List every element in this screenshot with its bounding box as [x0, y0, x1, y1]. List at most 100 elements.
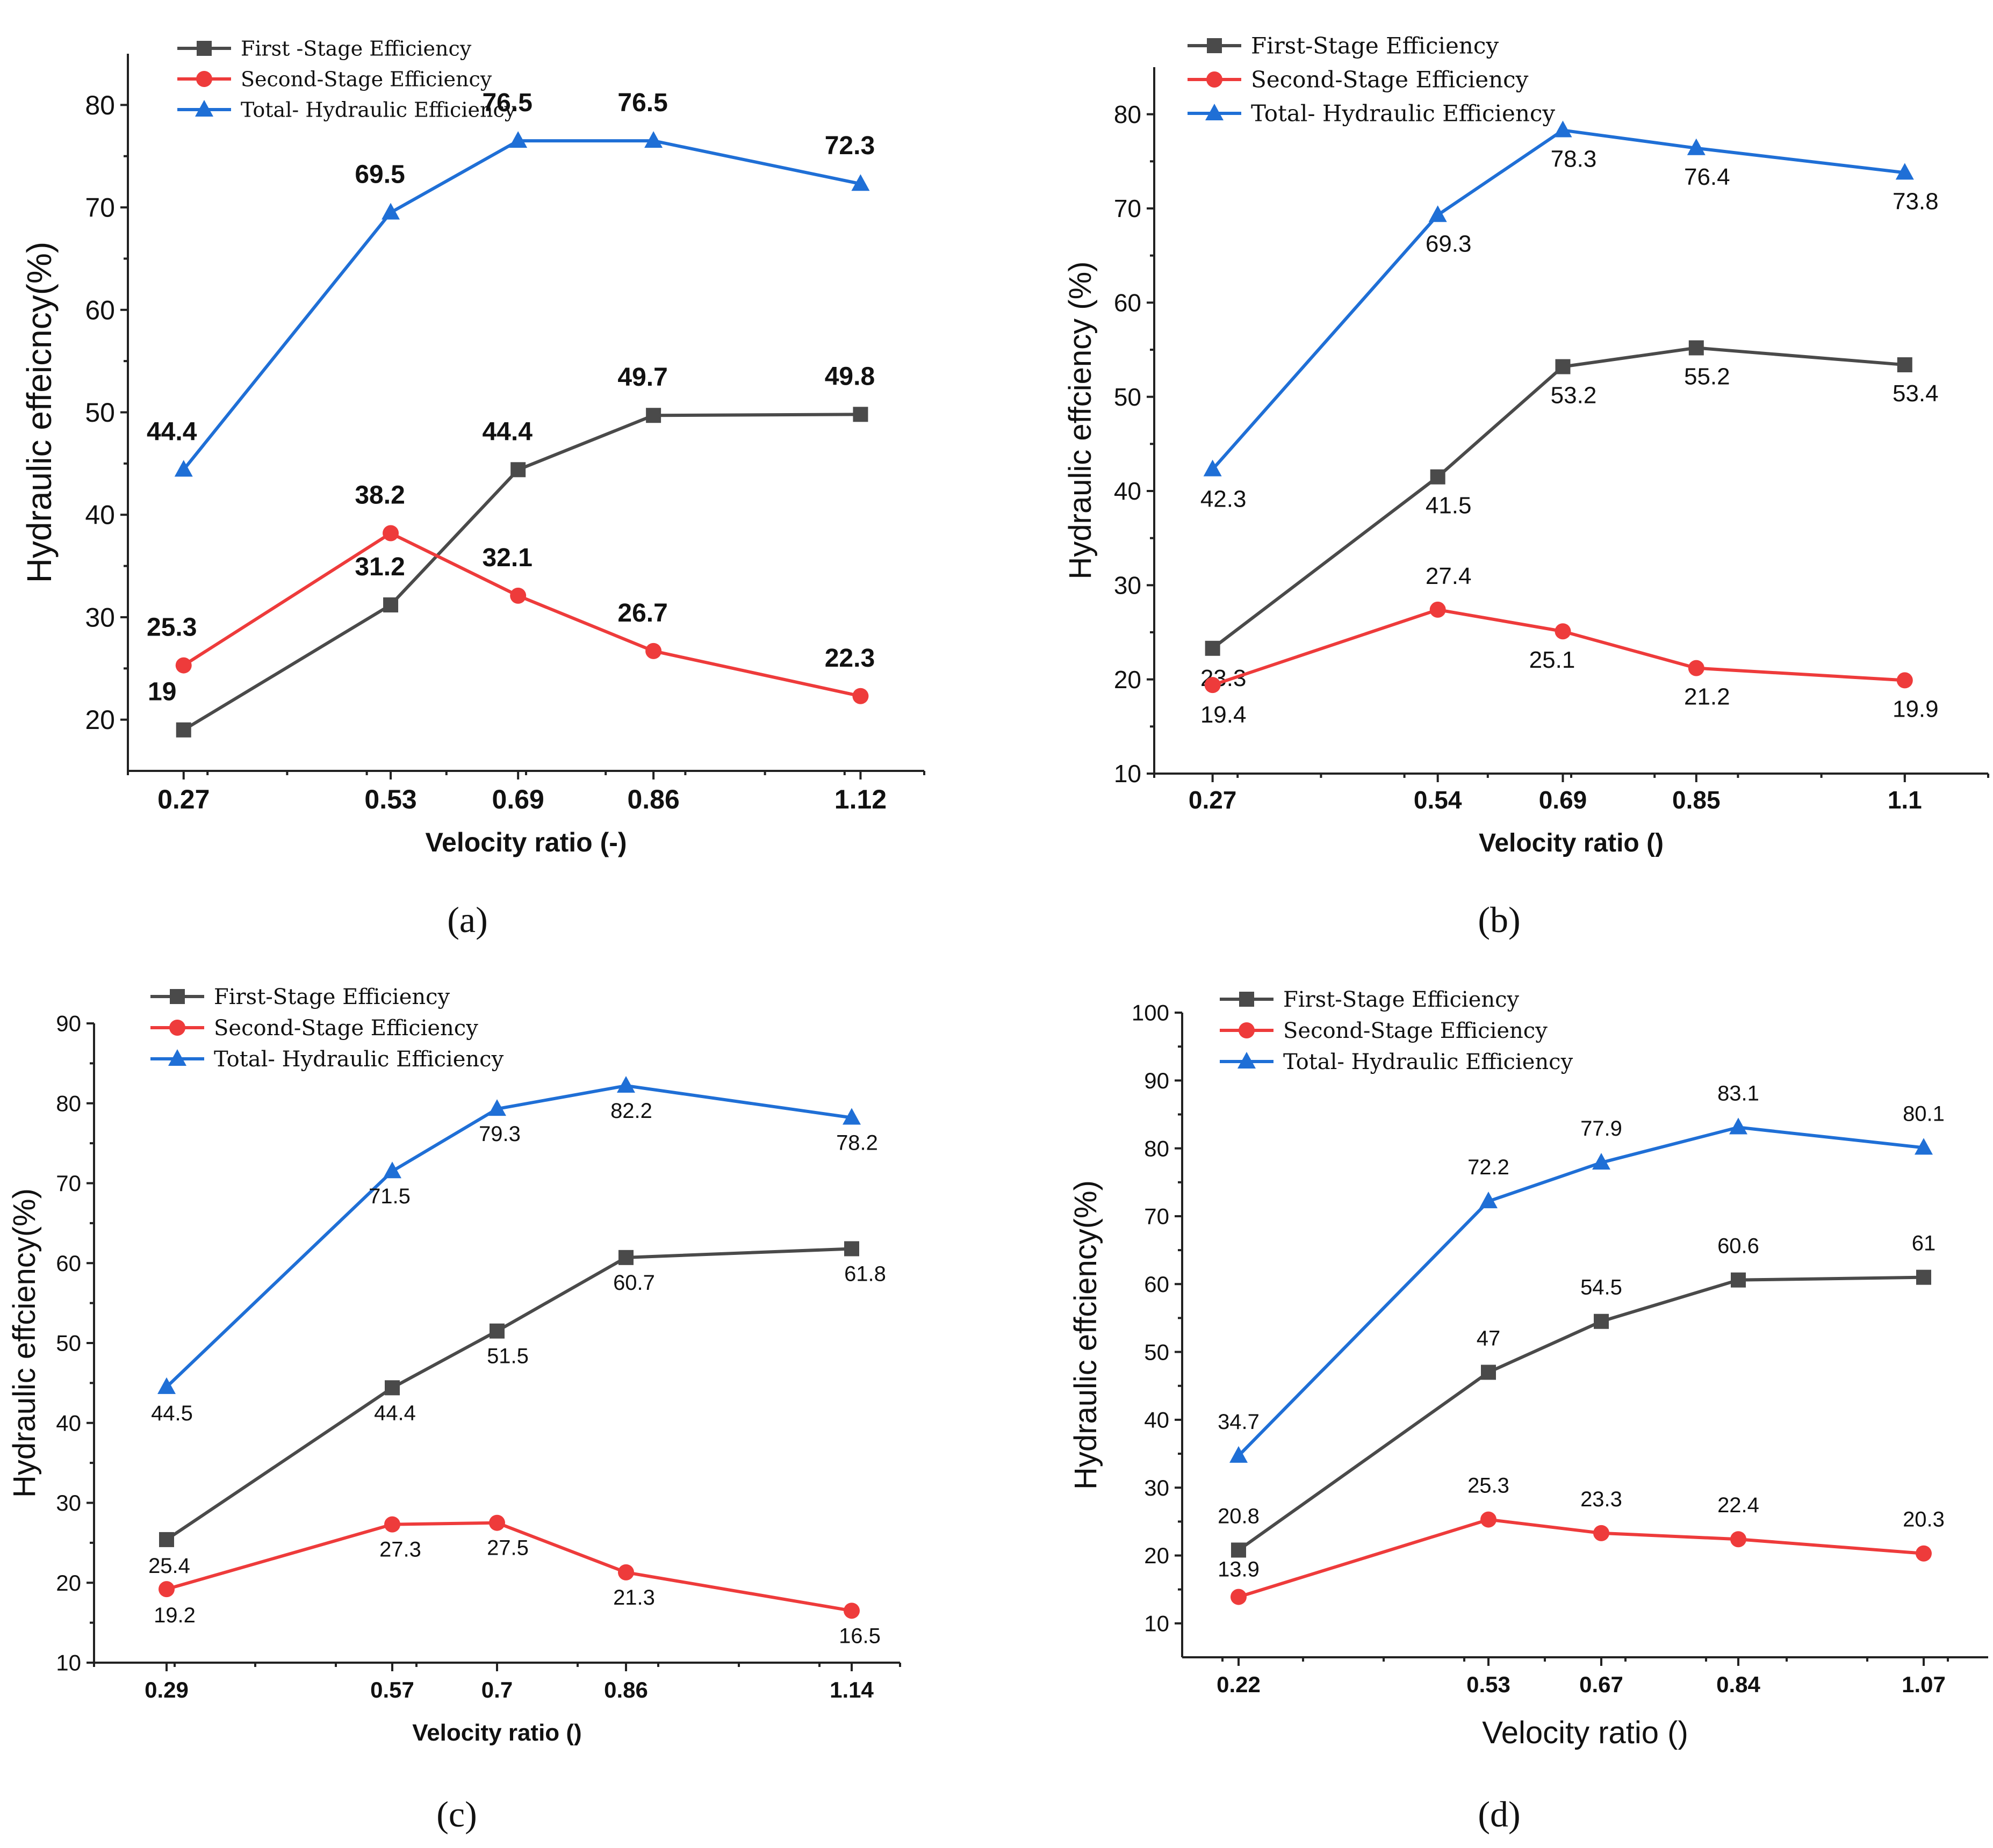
y-tick-label: 20 [85, 705, 115, 735]
y-tick-label: 40 [85, 500, 115, 530]
y-tick-label: 20 [56, 1570, 81, 1596]
data-point-second [175, 657, 192, 674]
data-label-first: 54.5 [1580, 1276, 1622, 1300]
data-point-total [1895, 163, 1914, 180]
data-label-second: 13.9 [1218, 1558, 1260, 1582]
data-label-second: 25.1 [1529, 647, 1575, 673]
data-label-first: 47 [1477, 1326, 1501, 1350]
y-tick-label: 10 [1144, 1611, 1169, 1636]
data-label-second: 25.3 [1467, 1474, 1509, 1498]
data-point-first [490, 1323, 505, 1339]
data-label-first: 51.5 [487, 1345, 529, 1368]
data-label-second: 23.3 [1580, 1488, 1622, 1511]
y-tick-label: 70 [85, 193, 115, 223]
x-tick-label: 0.29 [145, 1677, 189, 1702]
legend-marker-total [1205, 104, 1224, 120]
data-label-first: 31.2 [355, 553, 405, 581]
x-axis-title: Velocity ratio () [1479, 829, 1664, 857]
data-label-total: 72.3 [825, 132, 875, 160]
panel-b: 10 20 30 40 50 60 70 80 0.27 0.54 0.69 0.85 1.1 Veloc… [1063, 33, 1989, 940]
data-point-first [646, 408, 661, 423]
data-label-first: 53.4 [1893, 380, 1939, 407]
legend-label-first: First -Stage Efficiency [241, 37, 472, 60]
y-tick-label: 30 [85, 602, 115, 632]
data-label-first: 49.7 [617, 363, 667, 392]
x-tick-label: 0.69 [492, 784, 544, 814]
data-point-second [852, 688, 869, 704]
x-tick-label: 1.12 [834, 784, 887, 814]
data-label-total: 80.1 [1903, 1102, 1945, 1125]
data-point-second [1688, 660, 1704, 676]
data-point-total [1592, 1153, 1610, 1170]
data-label-second: 21.2 [1684, 684, 1730, 710]
x-axis-title: Velocity ratio () [412, 1720, 581, 1746]
data-point-total [1428, 205, 1447, 222]
data-point-total [843, 1108, 861, 1125]
y-tick-label: 40 [1114, 477, 1141, 505]
y-axis-title: Hydraulic effciency(%) [7, 1188, 42, 1498]
data-point-first [1430, 469, 1445, 485]
data-point-second [510, 587, 527, 604]
panel-a: 20 30 40 50 60 70 80 0.27 0.53 0.69 0.86 1.12 Veloci… [20, 37, 925, 940]
data-label-total: 44.4 [147, 417, 197, 446]
y-tick-label: 70 [56, 1171, 81, 1196]
y-tick-label: 20 [1114, 666, 1141, 694]
legend-marker-total [195, 100, 213, 117]
legend-label-total: Total- Hydraulic Efficiency [241, 98, 516, 121]
data-label-second: 16.5 [839, 1624, 881, 1648]
y-tick-label: 50 [56, 1331, 81, 1356]
data-point-first [383, 597, 399, 613]
legend-label-first: First-Stage Efficiency [214, 985, 450, 1009]
data-label-second: 19.2 [154, 1604, 196, 1627]
legend-label-second: Second-Stage Efficiency [1251, 67, 1529, 93]
data-label-second: 22.3 [825, 644, 875, 673]
data-label-second: 19.9 [1893, 696, 1939, 722]
y-tick-label: 50 [1114, 383, 1141, 411]
data-label-total: 82.2 [610, 1099, 652, 1123]
legend-label-total: Total- Hydraulic Efficiency [1251, 100, 1555, 127]
data-point-total [1915, 1138, 1933, 1155]
legend-marker-second [169, 1020, 185, 1036]
data-point-second [1916, 1545, 1932, 1562]
data-label-total: 42.3 [1200, 486, 1247, 512]
x-tick-label: 1.14 [830, 1677, 874, 1702]
data-point-total [644, 131, 663, 148]
data-label-second: 27.5 [487, 1536, 529, 1560]
data-point-first [1916, 1269, 1931, 1285]
y-axis-title: Hydraulic effciency(%) [1068, 1180, 1103, 1490]
data-point-second [1204, 677, 1221, 694]
data-point-first [853, 407, 868, 422]
legend-marker-first [197, 41, 212, 56]
data-point-total [157, 1377, 176, 1394]
data-label-first: 53.2 [1551, 382, 1597, 409]
data-point-first [1731, 1272, 1746, 1288]
x-tick-label: 0.86 [627, 784, 679, 814]
legend-marker-first [170, 989, 185, 1004]
x-tick-label: 0.27 [1189, 786, 1237, 814]
data-point-first [159, 1532, 174, 1547]
data-point-second [384, 1516, 400, 1533]
data-label-second: 26.7 [617, 599, 667, 627]
data-point-first [1555, 359, 1571, 374]
data-point-second [844, 1602, 860, 1619]
data-point-second [1429, 601, 1446, 618]
x-tick-label: 0.57 [370, 1677, 414, 1702]
data-label-first: 19 [148, 678, 176, 706]
x-tick-label: 0.53 [1466, 1672, 1510, 1697]
data-label-second: 19.4 [1200, 702, 1247, 728]
panel-caption: (a) [447, 899, 487, 940]
data-point-first [618, 1250, 634, 1265]
y-tick-label: 60 [85, 295, 115, 325]
data-point-second [618, 1564, 634, 1580]
data-point-second [1730, 1531, 1746, 1548]
data-point-total [851, 174, 870, 191]
y-tick-label: 70 [1114, 194, 1141, 222]
y-axis-title: Hydraulic effciency (%) [1063, 261, 1098, 579]
y-tick-label: 10 [1114, 760, 1141, 788]
data-label-second: 20.3 [1903, 1508, 1945, 1532]
y-tick-label: 70 [1144, 1204, 1169, 1229]
data-label-second: 25.3 [147, 613, 197, 642]
y-tick-label: 40 [1144, 1407, 1169, 1433]
data-point-second [1480, 1511, 1496, 1528]
legend-label-total: Total- Hydraulic Efficiency [214, 1047, 504, 1072]
